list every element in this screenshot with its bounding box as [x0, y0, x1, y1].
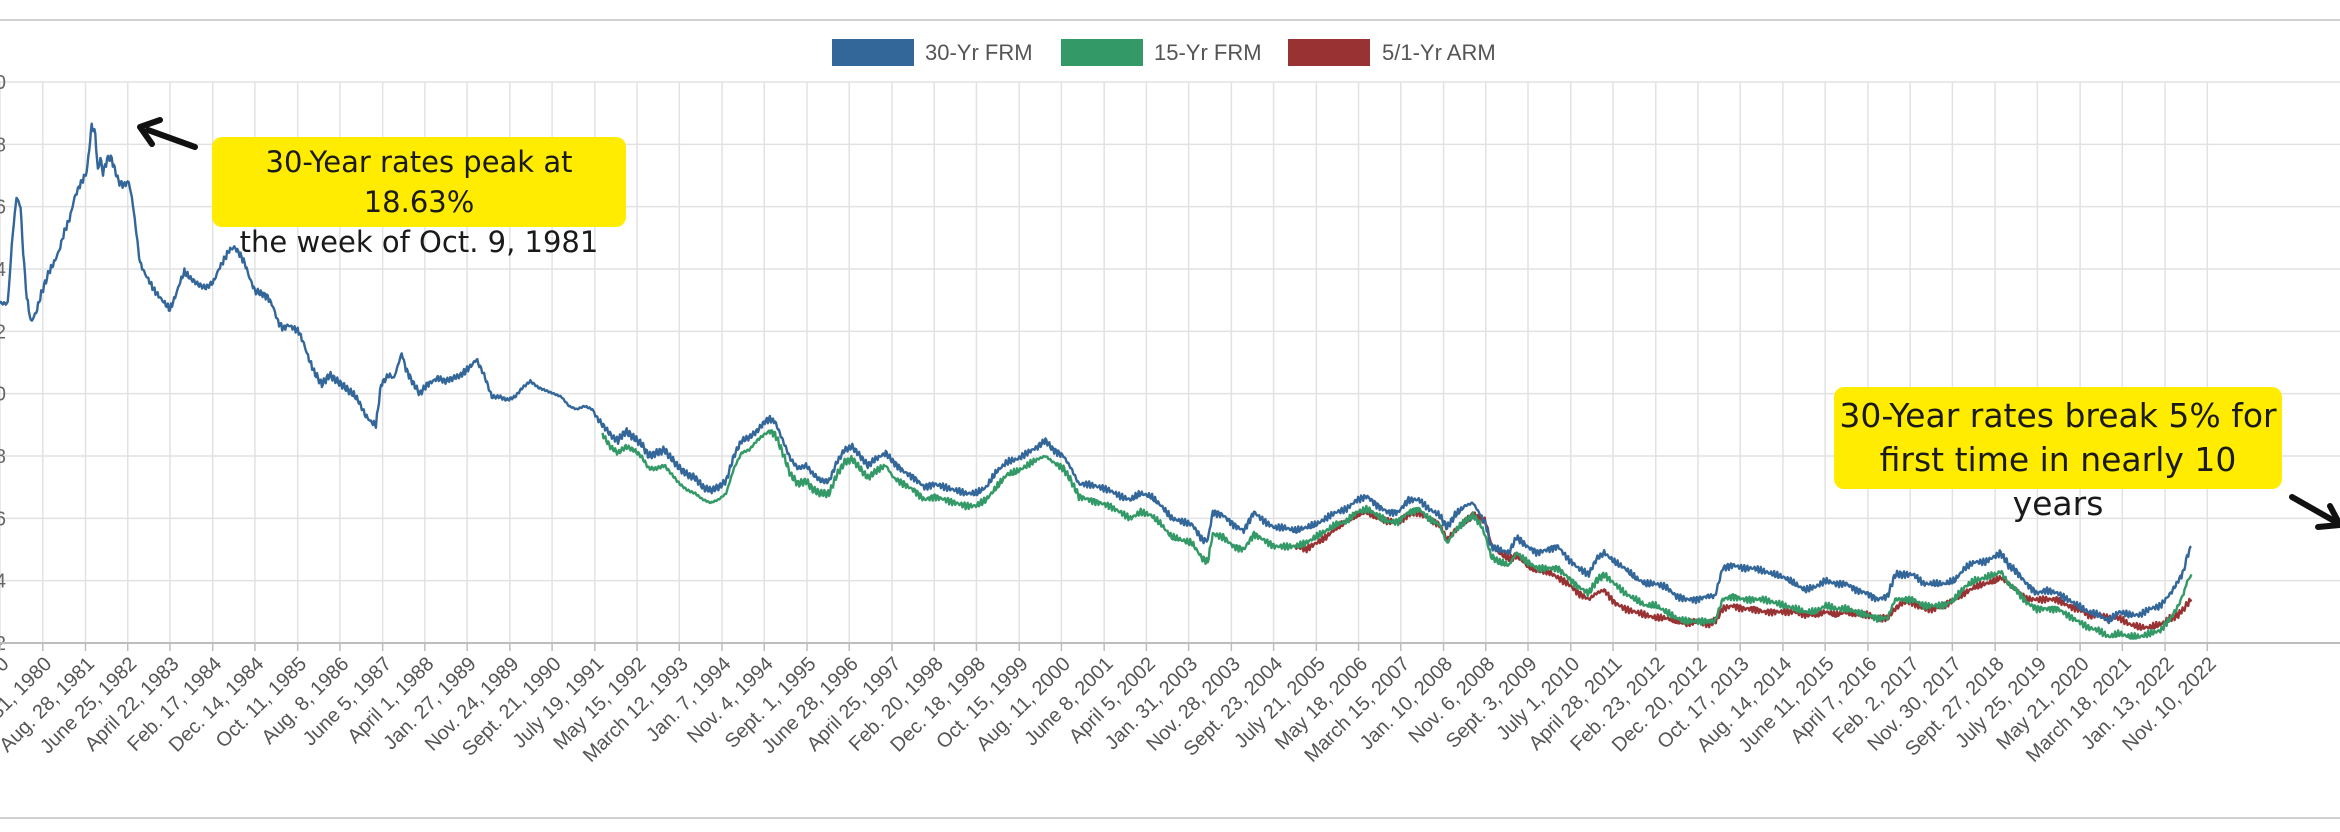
- peak-arrow: [137, 117, 198, 150]
- legend-label-15yr: 15-Yr FRM: [1154, 40, 1262, 65]
- y-tick-label: 4: [0, 571, 6, 593]
- legend-label-30yr: 30-Yr FRM: [925, 40, 1033, 65]
- break-annotation-line-2: first time in nearly 10 years: [1879, 440, 2237, 523]
- legend-item-arm[interactable]: 5/1-Yr ARM: [1288, 39, 1496, 66]
- y-tick-label: 16: [0, 197, 6, 219]
- y-tick-label: 18: [0, 134, 6, 156]
- peak-annotation: 30-Year rates peak at 18.63% the week of…: [212, 137, 626, 259]
- legend-item-15yr[interactable]: 15-Yr FRM: [1061, 39, 1262, 66]
- y-axis: 2468101214161820: [0, 72, 6, 655]
- legend-swatch-30yr: [832, 39, 914, 66]
- break-arrow: [2289, 494, 2340, 530]
- y-tick-label: 10: [0, 384, 6, 406]
- legend-item-30yr[interactable]: 30-Yr FRM: [832, 39, 1033, 66]
- peak-annotation-line-2: the week of Oct. 9, 1981: [239, 225, 599, 259]
- series-line-15yr-frm: [601, 429, 2193, 640]
- legend-label-arm: 5/1-Yr ARM: [1382, 40, 1496, 65]
- legend-swatch-15yr: [1061, 39, 1143, 66]
- grid-lines: [0, 81, 2340, 644]
- y-tick-label: 14: [0, 259, 6, 281]
- y-tick-label: 20: [0, 72, 6, 94]
- break-annotation-line-1: 30-Year rates break 5% for: [1839, 396, 2277, 435]
- peak-annotation-line-1: 30-Year rates peak at 18.63%: [265, 145, 573, 219]
- y-tick-label: 6: [0, 508, 6, 530]
- legend-swatch-arm: [1288, 39, 1370, 66]
- y-tick-label: 8: [0, 446, 6, 468]
- break-annotation: 30-Year rates break 5% for first time in…: [1834, 387, 2282, 523]
- y-tick-label: 12: [0, 321, 6, 343]
- series-line-30yr-frm: [0, 122, 2192, 625]
- series-lines: [0, 122, 2193, 640]
- legend: 30-Yr FRM 15-Yr FRM 5/1-Yr ARM: [832, 39, 1496, 66]
